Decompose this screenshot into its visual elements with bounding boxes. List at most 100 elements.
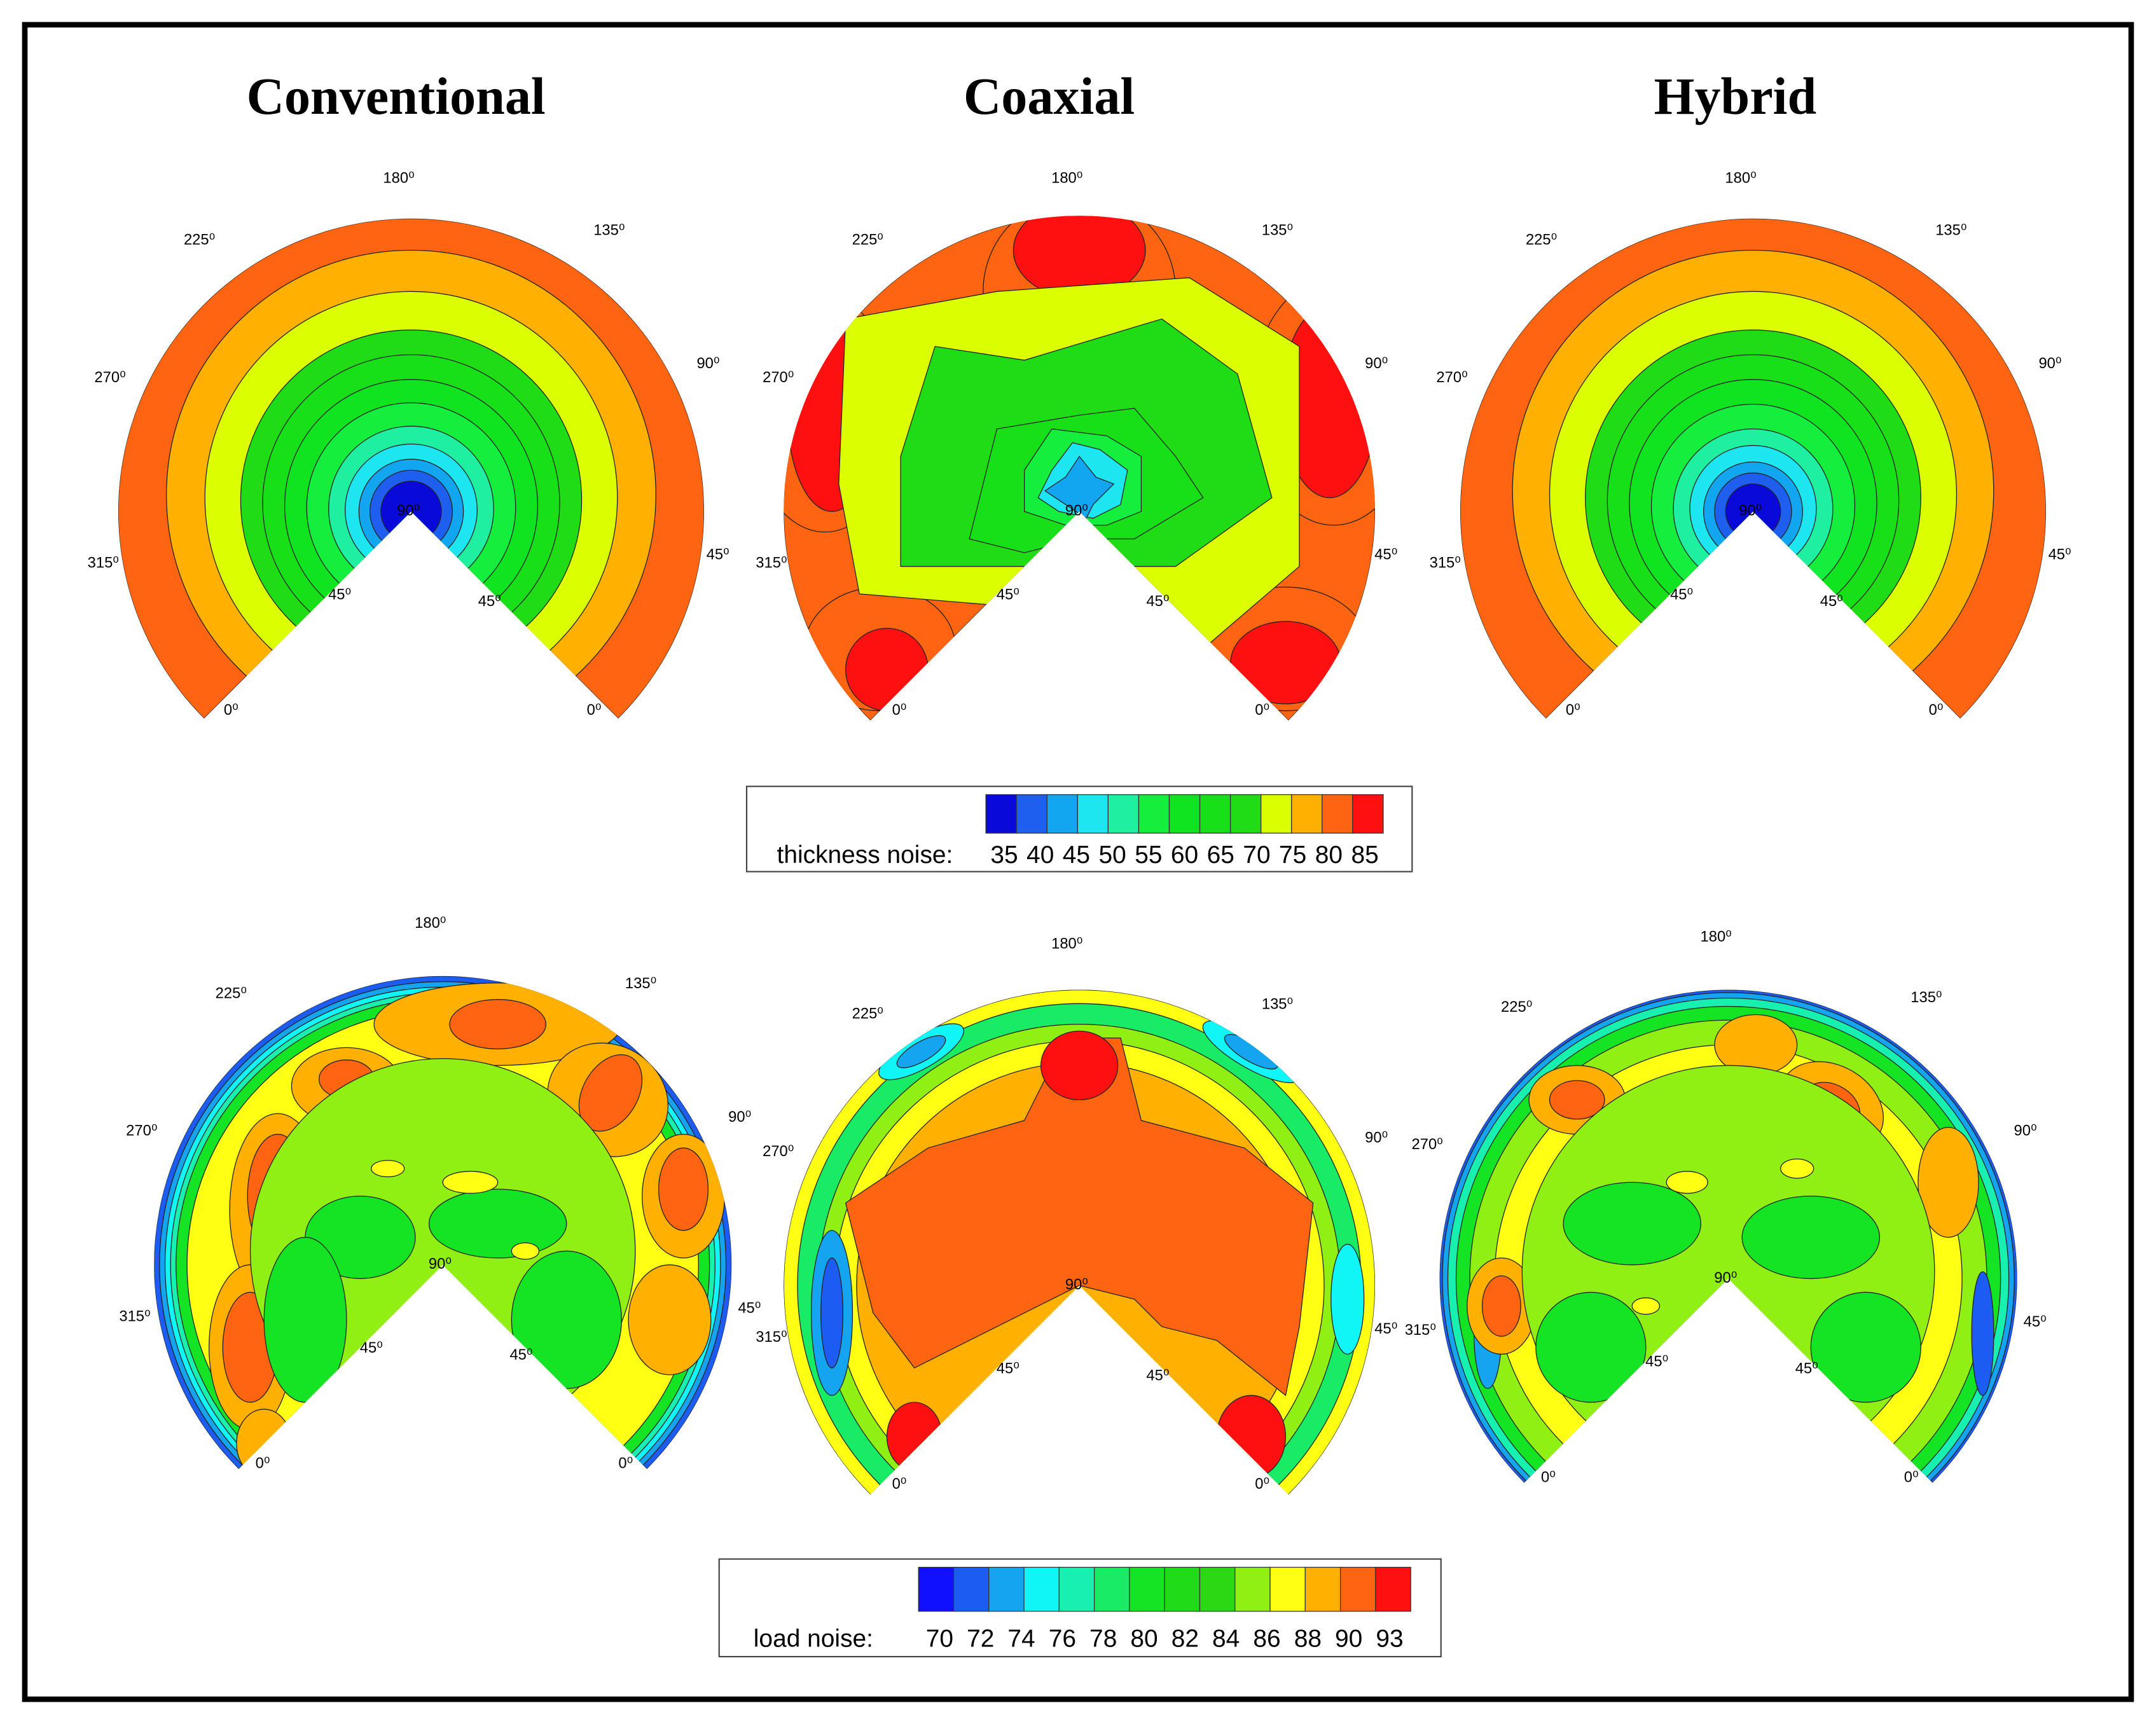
contour-band — [1481, 1275, 1521, 1337]
angle-label: 270⁰ — [763, 369, 794, 386]
angle-label: 45⁰ — [997, 586, 1019, 603]
angle-label: 0⁰ — [618, 1455, 633, 1472]
legend-tick-label: 82 — [1171, 1625, 1199, 1652]
legend-tick-label: 74 — [1007, 1625, 1035, 1652]
angle-label: 315⁰ — [756, 1328, 787, 1346]
color-cell — [1077, 794, 1109, 834]
angle-label: 45⁰ — [707, 546, 729, 563]
contour-band — [1918, 1127, 1979, 1238]
color-cell — [1168, 794, 1201, 834]
angle-label: 90⁰ — [1739, 502, 1762, 520]
contour-band — [511, 1250, 622, 1390]
angle-label: 45⁰ — [997, 1360, 1019, 1377]
color-cell — [1261, 794, 1292, 834]
contour-band — [1549, 1080, 1605, 1120]
legend-tick-label: 65 — [1207, 841, 1234, 869]
legend-tick-label: 45 — [1063, 841, 1090, 869]
angle-label: 270⁰ — [1412, 1136, 1443, 1153]
angle-label: 45⁰ — [2049, 546, 2071, 563]
legend-tick-label: 35 — [990, 841, 1018, 869]
angle-label: 270⁰ — [763, 1143, 794, 1160]
legend-tick-label: 80 — [1130, 1625, 1157, 1652]
contour-band — [628, 1264, 712, 1376]
angle-label: 0⁰ — [587, 701, 602, 719]
angle-label: 45⁰ — [1146, 1367, 1169, 1384]
angle-label: 0⁰ — [1255, 1475, 1269, 1493]
color-cell — [1199, 1566, 1236, 1612]
color-cell — [1016, 794, 1047, 834]
angle-label: 180⁰ — [1051, 169, 1082, 186]
color-cell — [1046, 794, 1078, 834]
angle-label: 225⁰ — [1526, 231, 1557, 249]
color-cell — [1322, 794, 1353, 834]
angle-label: 45⁰ — [1645, 1353, 1668, 1370]
color-cell — [1023, 1566, 1060, 1612]
angle-label: 0⁰ — [1904, 1468, 1919, 1486]
contour-plot — [784, 216, 1375, 721]
angle-label: 180⁰ — [383, 169, 414, 186]
angle-label: 225⁰ — [184, 231, 215, 249]
angle-label: 0⁰ — [1255, 701, 1269, 719]
legend-tick-label: 88 — [1294, 1625, 1322, 1652]
angle-label: 135⁰ — [1935, 221, 1966, 238]
angle-label: 135⁰ — [1262, 221, 1293, 238]
contour-band — [511, 1242, 540, 1260]
legend-tick-label: 84 — [1212, 1625, 1240, 1652]
legend-tick-label: 60 — [1171, 841, 1198, 869]
angle-label: 45⁰ — [2024, 1313, 2047, 1330]
contour-band — [1040, 1030, 1119, 1101]
color-cell — [1129, 1566, 1165, 1612]
angle-label: 270⁰ — [1436, 369, 1467, 386]
color-cell — [1269, 1566, 1306, 1612]
contour-band — [1741, 1196, 1881, 1279]
angle-label: 45⁰ — [1146, 593, 1169, 610]
legend-tick-label: 86 — [1253, 1625, 1280, 1652]
angle-label: 45⁰ — [1820, 593, 1843, 610]
angle-label: 90⁰ — [1714, 1269, 1737, 1286]
angle-label: 0⁰ — [256, 1455, 270, 1472]
legend-tick-label: 72 — [967, 1625, 994, 1652]
color-cell — [1291, 794, 1323, 834]
angle-label: 225⁰ — [1501, 998, 1532, 1016]
angle-label: 270⁰ — [126, 1122, 157, 1140]
contour-band — [428, 1189, 567, 1259]
legend-tick-label: 76 — [1049, 1625, 1076, 1652]
angle-label: 90⁰ — [1065, 502, 1088, 520]
legend-tick-label: 70 — [1243, 841, 1270, 869]
contour-band — [1780, 1158, 1814, 1179]
contour-band — [1230, 621, 1341, 705]
contour-band — [1330, 1243, 1365, 1355]
contour-band — [371, 1159, 405, 1178]
color-cell — [1138, 794, 1170, 834]
contour-band — [1666, 1171, 1708, 1194]
angle-label: 45⁰ — [478, 593, 501, 610]
angle-label: 225⁰ — [216, 984, 247, 1002]
angle-label: 270⁰ — [94, 369, 125, 386]
angle-label: 45⁰ — [738, 1299, 761, 1316]
angle-label: 90⁰ — [397, 502, 420, 520]
legend-tick-label: 55 — [1135, 841, 1162, 869]
frame — [22, 22, 2134, 1702]
legend-tick-label: 40 — [1026, 841, 1054, 869]
angle-label: 315⁰ — [756, 555, 787, 572]
contour-plot — [118, 218, 704, 719]
contour-band — [449, 999, 547, 1050]
angle-label: 90⁰ — [728, 1108, 751, 1126]
angle-label: 90⁰ — [1065, 1276, 1088, 1293]
angle-label: 90⁰ — [2014, 1122, 2037, 1140]
color-cell — [1164, 1566, 1201, 1612]
angle-label: 0⁰ — [1566, 701, 1580, 719]
legend-tick-label: 50 — [1098, 841, 1126, 869]
angle-label: 135⁰ — [625, 975, 656, 992]
color-cell — [1339, 1566, 1376, 1612]
color-cell — [1093, 1566, 1130, 1612]
angle-label: 45⁰ — [1374, 546, 1397, 563]
color-cell — [1229, 794, 1262, 834]
contour-band — [820, 1257, 843, 1369]
angle-label: 0⁰ — [892, 1475, 907, 1493]
color-cell — [1352, 794, 1384, 834]
contour-band — [1971, 1271, 1994, 1396]
angle-label: 45⁰ — [1374, 1320, 1397, 1337]
angle-label: 315⁰ — [88, 555, 119, 572]
contour-band — [1563, 1182, 1701, 1265]
